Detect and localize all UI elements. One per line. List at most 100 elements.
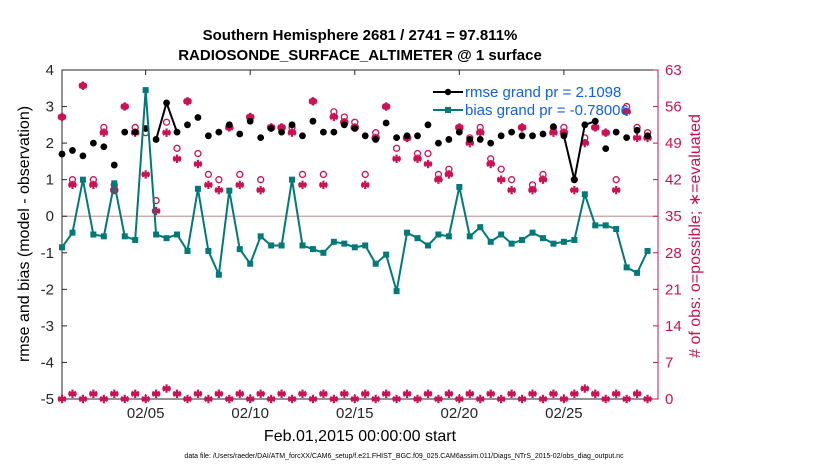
legend-bias-marker (445, 107, 451, 113)
bias-point (383, 251, 390, 258)
baseline-marker (308, 394, 318, 404)
baseline-marker (517, 394, 527, 404)
bias-point (466, 233, 473, 240)
baseline-marker (57, 394, 67, 404)
obs-evaluated-point (68, 180, 77, 190)
baseline-marker (277, 389, 286, 398)
axis-ticks: 02/05 02/10 02/15 02/20 02/25 -5 -4 -3 -2 -1 0 1 2 3 4… (41, 62, 682, 422)
y-axis-label: rmse and bias (model - observation) (16, 106, 33, 362)
baseline-marker (643, 394, 652, 404)
rmse-point (361, 132, 369, 140)
baseline-marker (381, 389, 391, 398)
bias-point (174, 231, 181, 238)
rmse-point (89, 139, 97, 147)
obs-possible-point (507, 176, 516, 184)
rmse-point (633, 126, 641, 134)
rmse-point (539, 130, 547, 138)
rmse-point (152, 136, 160, 143)
bias-point (623, 264, 630, 271)
rmse-point (257, 134, 265, 142)
obs-evaluated-point (308, 97, 318, 106)
obs-evaluated-point (601, 128, 610, 137)
bias-point (309, 246, 316, 253)
baseline-marker (570, 389, 579, 398)
bias-point (111, 180, 118, 187)
bias-point (341, 240, 348, 247)
bias-point (529, 229, 536, 236)
rmse-point (466, 136, 474, 143)
baseline-marker (266, 394, 276, 404)
obs-possible-point (194, 149, 202, 158)
baseline-marker (580, 384, 590, 393)
baseline-marker (402, 389, 412, 398)
y-right-tick-label: 42 (665, 172, 682, 189)
obs-evaluated-point (57, 112, 67, 122)
bias-point (121, 233, 128, 240)
obs-possible-point (361, 170, 369, 179)
baseline-marker (99, 394, 109, 404)
rmse-point (623, 134, 631, 142)
baseline-marker (486, 389, 495, 398)
data-file-footnote: data file: /Users/raeder/DAI/ATM_forcXX/… (184, 453, 624, 460)
obs-evaluated-point (183, 97, 192, 106)
bias-point (539, 235, 546, 242)
baseline-marker (130, 389, 140, 398)
bias-point (498, 231, 505, 238)
obs-possible-point (319, 170, 328, 179)
y-right-tick-label: 14 (665, 318, 682, 335)
baseline-marker (591, 389, 600, 398)
bias-point (69, 229, 76, 236)
baseline-marker (601, 394, 610, 404)
y-tick-label: 4 (46, 62, 54, 79)
obs-possible-point (612, 176, 620, 184)
obs-possible-point (204, 170, 213, 179)
baseline-marker (434, 394, 443, 404)
obs-evaluated-point (361, 180, 370, 190)
obs-possible-point (173, 144, 181, 152)
obs-evaluated-point (517, 123, 527, 132)
obs-evaluated-point (287, 128, 297, 137)
bias-point (424, 242, 431, 249)
rmse-point (424, 121, 432, 129)
baseline-marker (528, 389, 537, 398)
rmse-point (644, 132, 651, 140)
bias-point (153, 231, 160, 238)
rmse-point (330, 128, 338, 136)
bias-point (634, 269, 641, 276)
rmse-point (121, 128, 129, 136)
rmse-point (518, 132, 526, 140)
obs-evaluated-point (476, 128, 485, 137)
y-right-tick-label: 21 (665, 281, 682, 298)
rmse-point (591, 117, 599, 125)
bias-point (456, 183, 463, 190)
rmse-point (612, 128, 620, 136)
y-right-tick-label: 35 (665, 208, 682, 225)
rmse-point (403, 132, 411, 140)
obs-evaluated-point (507, 185, 516, 195)
rmse-point (204, 132, 212, 140)
y-tick-label: -2 (41, 281, 54, 298)
rmse-point (570, 176, 578, 184)
obs-evaluated-point (632, 133, 642, 143)
baseline-marker (444, 389, 454, 398)
chart-title: Southern Hemisphere 2681 / 2741 = 97.811… (203, 27, 518, 44)
obs-evaluated-point (392, 154, 401, 163)
x-axis-label: Feb.01,2015 00:00:00 start (264, 428, 457, 445)
baseline-marker (110, 389, 119, 398)
obs-evaluated-point (298, 180, 307, 190)
baseline-marker (246, 394, 255, 404)
baseline-marker (329, 394, 339, 404)
rmse-point (225, 121, 233, 129)
obs-possible-point (236, 170, 244, 179)
baseline-marker (120, 394, 129, 404)
baseline-marker (204, 394, 213, 404)
bias-point (268, 242, 275, 249)
rmse-point (163, 99, 170, 107)
y-right-tick-label: 7 (665, 354, 673, 371)
obs-evaluated-point (141, 170, 150, 179)
obs-evaluated-point (496, 175, 506, 184)
baseline-marker (256, 389, 265, 398)
y-tick-label: -4 (41, 354, 54, 371)
bias-point (79, 176, 86, 183)
obs-possible-point (257, 176, 265, 184)
